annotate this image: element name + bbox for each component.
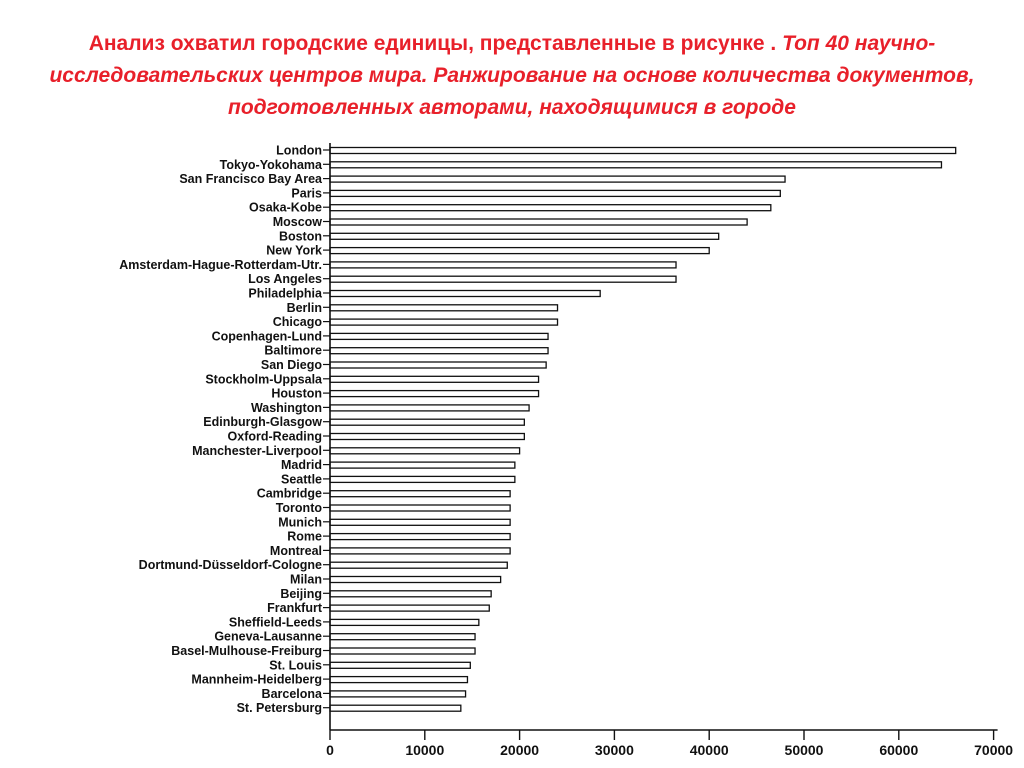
category-label: Stockholm-Uppsala <box>205 372 323 386</box>
bar <box>329 704 462 712</box>
bar <box>329 504 511 512</box>
category-label: Basel-Mulhouse-Freiburg <box>171 644 322 658</box>
bar <box>329 604 490 612</box>
bar <box>329 418 525 426</box>
x-tick-label: 30000 <box>595 742 634 758</box>
category-label: Oxford-Reading <box>228 430 322 444</box>
category-label: Toronto <box>276 501 323 515</box>
bar <box>329 275 677 283</box>
bar <box>329 404 530 412</box>
category-label: Rome <box>287 530 322 544</box>
bar <box>329 218 748 226</box>
category-label: Cambridge <box>257 487 322 501</box>
category-label: Houston <box>271 387 322 401</box>
bar <box>329 618 480 627</box>
category-label: Tokyo-Yokohama <box>220 158 323 172</box>
x-tick-label: 50000 <box>785 742 824 758</box>
bar <box>329 690 467 698</box>
category-label: Copenhagen-Lund <box>212 329 322 343</box>
category-label: Dortmund-Düsseldorf-Cologne <box>139 558 322 572</box>
title-lead: Анализ охватил городские единицы, предст… <box>88 32 783 55</box>
x-tick-label: 70000 <box>974 742 1013 758</box>
bar <box>329 518 511 526</box>
category-label: St. Louis <box>269 658 322 672</box>
category-label: Osaka-Kobe <box>249 201 322 215</box>
bar <box>329 261 677 269</box>
bar <box>329 561 508 569</box>
category-label: San Francisco Bay Area <box>179 172 323 186</box>
bar <box>329 347 549 355</box>
bar <box>329 447 521 455</box>
x-tick-label: 60000 <box>879 742 918 758</box>
category-label: Edinburgh-Glasgow <box>203 415 322 429</box>
bar <box>329 232 720 240</box>
category-label: Washington <box>251 401 322 415</box>
bar <box>329 332 549 341</box>
category-label: Boston <box>279 229 322 243</box>
bar <box>329 647 476 655</box>
x-tick-label: 0 <box>326 742 334 758</box>
bar <box>329 304 559 312</box>
category-label: Sheffield-Leeds <box>229 615 322 629</box>
category-label: Chicago <box>273 315 323 329</box>
category-label: Philadelphia <box>248 287 323 301</box>
category-label: Paris <box>291 186 322 200</box>
category-label: Mannheim-Heidelberg <box>191 673 322 687</box>
bar <box>329 575 502 584</box>
bar <box>329 475 516 484</box>
category-label: Frankfurt <box>267 601 323 615</box>
category-label: Montreal <box>270 544 322 558</box>
bar <box>329 532 511 541</box>
title-italic: Топ 40 научно-исследовательских центров … <box>49 32 975 119</box>
category-label: Seattle <box>281 472 322 486</box>
bar <box>329 289 601 298</box>
bar <box>329 432 525 441</box>
x-tick-label: 10000 <box>405 742 444 758</box>
category-label: Los Angeles <box>248 272 322 286</box>
category-label: St. Petersburg <box>237 701 322 715</box>
bar <box>329 161 943 169</box>
bar <box>329 633 476 641</box>
bar <box>329 204 772 212</box>
bar <box>329 675 469 684</box>
bar <box>329 175 786 183</box>
bars-layer <box>329 146 957 712</box>
category-label: San Diego <box>261 358 322 372</box>
category-label: Moscow <box>273 215 323 229</box>
bar <box>329 189 781 198</box>
bar <box>329 389 540 398</box>
slide-title: Анализ охватил городские единицы, предст… <box>0 28 1024 124</box>
category-label: Baltimore <box>264 344 322 358</box>
bar <box>329 590 492 598</box>
axes: 0 10000 20000 30000 40000 50000 60000 70000 <box>323 143 1013 758</box>
bar <box>329 318 559 326</box>
category-label: Munich <box>278 515 322 529</box>
category-label: Barcelona <box>262 687 323 701</box>
x-tick-label: 40000 <box>690 742 729 758</box>
bar <box>329 661 471 669</box>
category-label: Milan <box>290 573 322 587</box>
bar <box>329 490 511 498</box>
bar <box>329 547 511 555</box>
x-tick-label: 20000 <box>500 742 539 758</box>
bar <box>329 361 547 369</box>
category-label: London <box>276 144 322 158</box>
bar <box>329 461 516 469</box>
bar <box>329 146 957 155</box>
bar <box>329 246 710 255</box>
category-label: Madrid <box>281 458 322 472</box>
category-label: Amsterdam-Hague-Rotterdam-Utr. <box>119 258 322 272</box>
category-label: Geneva-Lausanne <box>214 630 322 644</box>
category-label: New York <box>266 244 322 258</box>
bar <box>329 375 540 383</box>
category-label: Manchester-Liverpool <box>192 444 322 458</box>
category-label: Berlin <box>287 301 322 315</box>
category-label: Beijing <box>280 587 322 601</box>
